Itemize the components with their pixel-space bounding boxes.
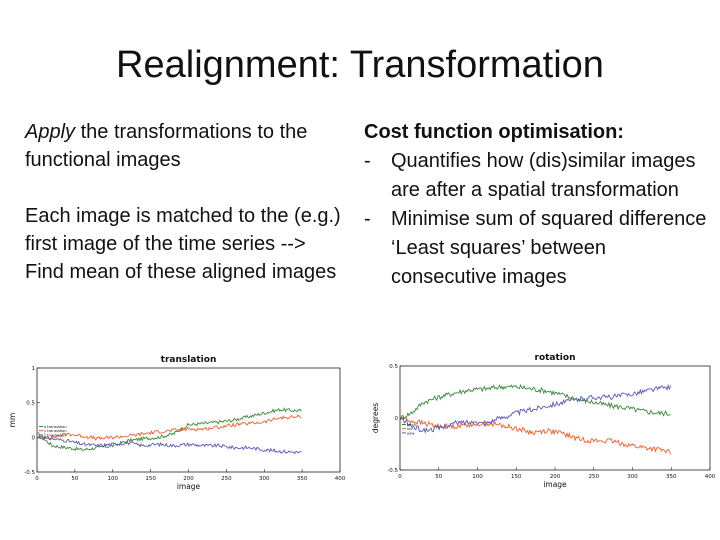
x-tick-label: 350: [666, 474, 677, 480]
x-tick-label: 400: [335, 476, 346, 482]
series-line: [37, 414, 302, 441]
x-tick-label: 0: [35, 476, 39, 482]
x-axis-label: image: [543, 480, 567, 489]
series-line: [37, 436, 302, 455]
x-tick-label: 350: [297, 476, 308, 482]
left-column: Apply the transformations to the functio…: [25, 118, 345, 314]
legend-entry: pitch: [407, 423, 416, 427]
y-tick-label: -0.5: [24, 470, 35, 476]
bullet-dash: -: [364, 150, 371, 172]
legend-entry: z translation: [44, 433, 66, 437]
legend-entry: x translation: [44, 425, 67, 429]
y-tick-label: 0: [395, 416, 399, 422]
y-tick-label: 1: [32, 366, 36, 372]
x-tick-label: 100: [108, 476, 119, 482]
bullet-text: Minimise sum of squared difference ‘Leas…: [391, 208, 707, 288]
left-paragraph-2: Each image is matched to the (e.g.) firs…: [25, 205, 341, 283]
left-paragraph-1-text: the transformations to the functional im…: [25, 121, 308, 171]
slide-title: Realignment: Transformation: [116, 44, 604, 86]
x-tick-label: 300: [259, 476, 270, 482]
legend-entry: roll: [407, 427, 413, 431]
apply-emphasis: Apply: [25, 121, 76, 143]
series-line: [400, 383, 671, 421]
series-line: [400, 416, 671, 455]
y-axis-label: degrees: [371, 403, 380, 433]
cost-function-heading: Cost function optimisation:: [364, 121, 624, 143]
series-line: [400, 383, 671, 434]
x-tick-label: 200: [183, 476, 194, 482]
x-tick-label: 50: [435, 474, 442, 480]
x-tick-label: 100: [472, 474, 483, 480]
translation-chart: translation 0 50 100 150 200 250 300 350 400 -0.5 0…: [0, 348, 350, 493]
x-tick-label: 50: [71, 476, 78, 482]
left-paragraph-1: Apply the transformations to the functio…: [25, 118, 345, 174]
y-tick-label: 0.5: [389, 364, 398, 370]
x-axis-label: image: [177, 482, 201, 491]
rotation-chart: rotation 0 50 100 150 200 250 300 350 400 -0.5 0 0.5…: [362, 346, 717, 494]
y-axis-label: mm: [8, 413, 17, 428]
x-tick-label: 400: [705, 474, 716, 480]
x-tick-label: 300: [627, 474, 638, 480]
bullet-text: Quantifies how (dis)similar images are a…: [391, 150, 696, 201]
y-tick-label: 0.5: [26, 401, 35, 407]
x-tick-label: 250: [221, 476, 232, 482]
y-tick-label: -0.5: [387, 468, 398, 474]
series-line: [37, 407, 302, 452]
x-tick-label: 150: [511, 474, 522, 480]
x-tick-label: 0: [398, 474, 402, 480]
x-tick-label: 150: [145, 476, 156, 482]
plot-area: [36, 367, 341, 473]
legend-entry: yaw: [407, 431, 414, 435]
chart-title: translation: [161, 355, 217, 365]
legend-entry: y translation: [44, 429, 67, 433]
right-column: Cost function optimisation: - Quantifies …: [364, 118, 714, 292]
bullet-dash: -: [364, 208, 371, 230]
bullet-item: - Quantifies how (dis)similar images are …: [364, 147, 714, 205]
x-tick-label: 250: [589, 474, 600, 480]
x-tick-label: 200: [550, 474, 561, 480]
plot-area: [399, 365, 711, 471]
y-tick-label: 0: [32, 435, 36, 441]
chart-title: rotation: [535, 353, 576, 363]
bullet-item: - Minimise sum of squared difference ‘Lea…: [364, 205, 714, 292]
